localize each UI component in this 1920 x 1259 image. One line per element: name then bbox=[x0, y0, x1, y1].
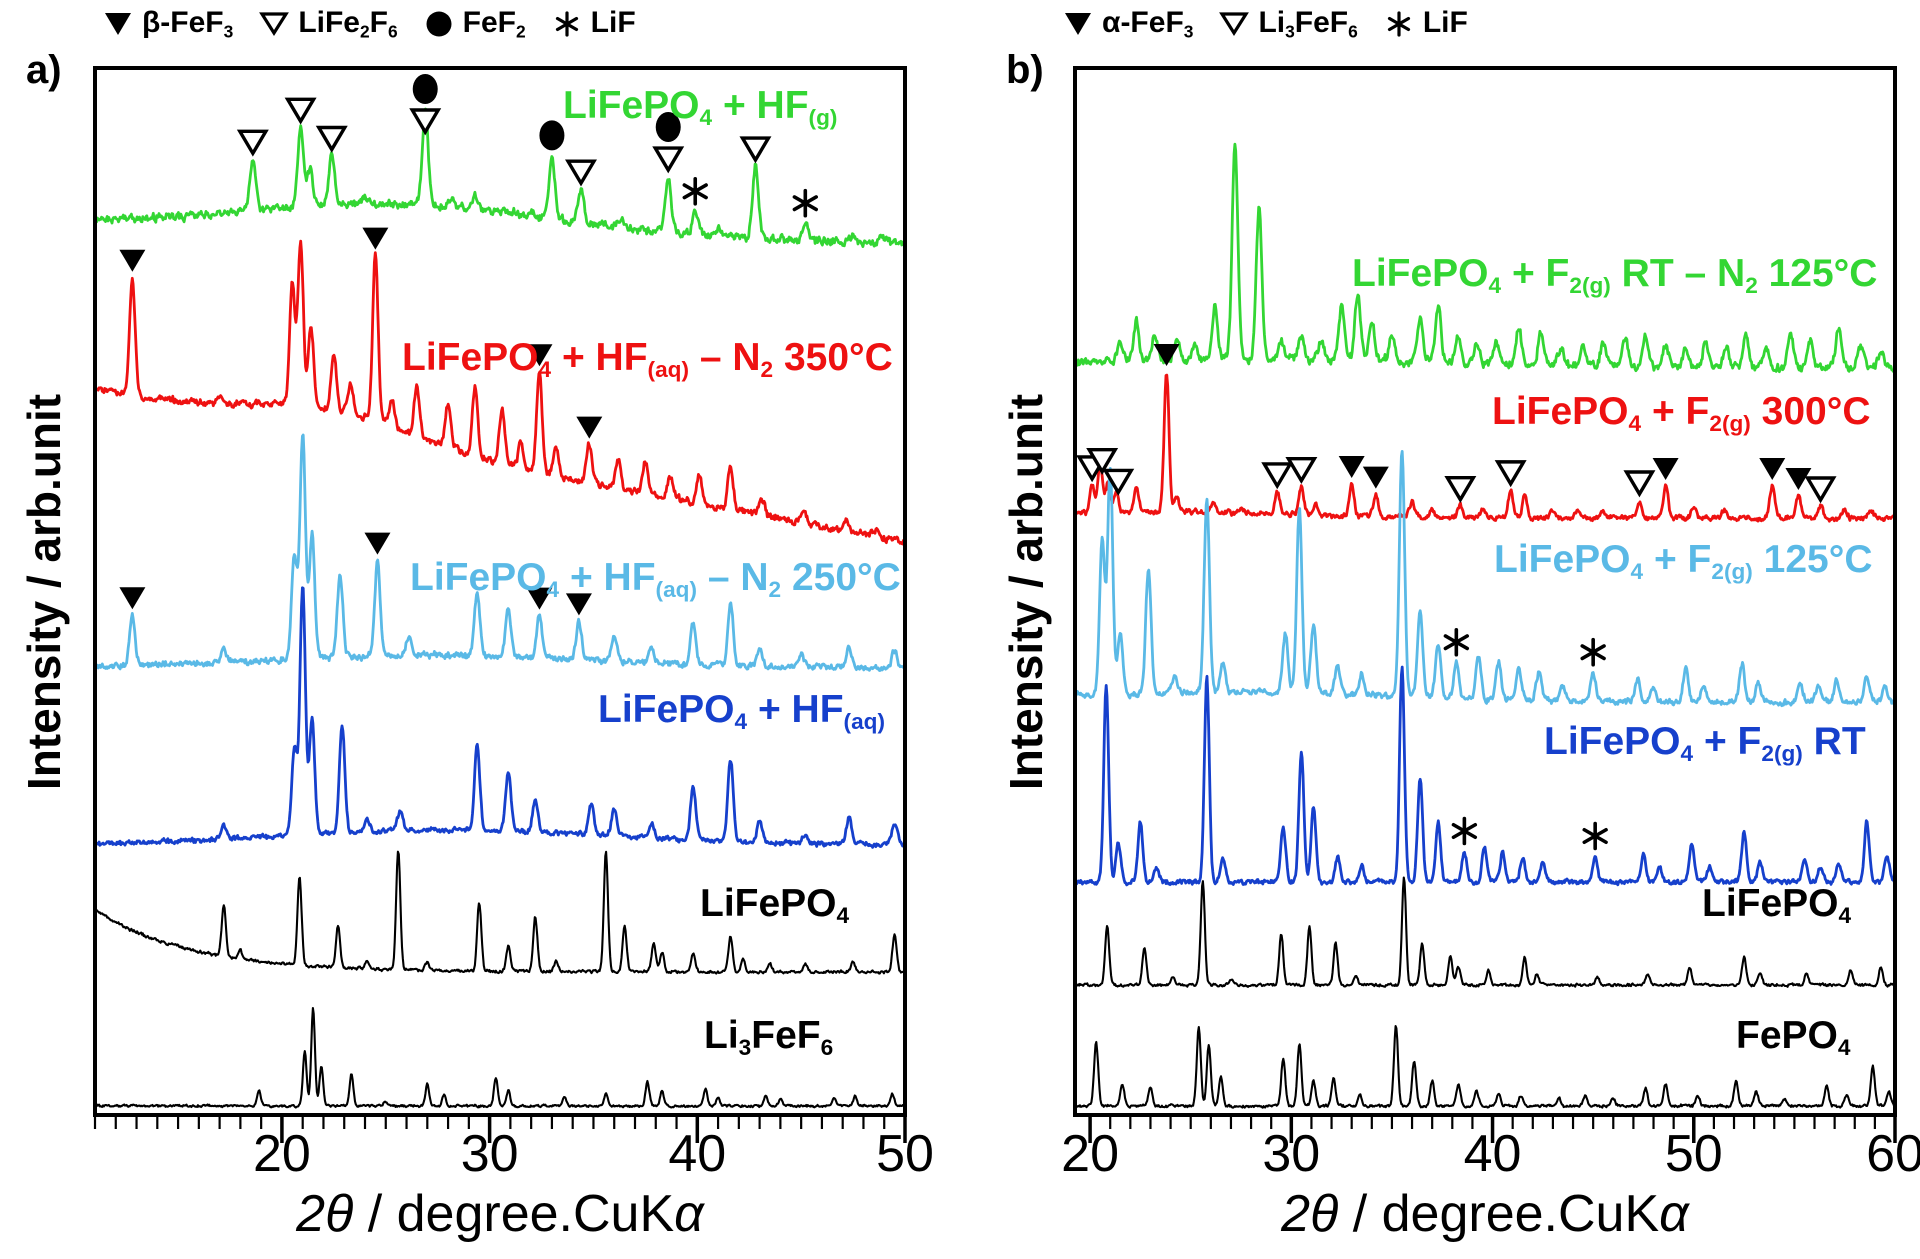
trace-fepo4-ref bbox=[1075, 1025, 1895, 1109]
filled-triangle-down-marker bbox=[526, 344, 553, 367]
asterisk-marker bbox=[1451, 816, 1478, 846]
trace-f2-rt-n2-125 bbox=[1075, 142, 1895, 374]
asterisk-marker bbox=[1582, 821, 1608, 851]
trace-f2-rt bbox=[1075, 665, 1895, 887]
filled-triangle-down-marker bbox=[565, 593, 592, 616]
filled-triangle-down-marker bbox=[1153, 344, 1180, 367]
traces-panel-b bbox=[1075, 142, 1895, 1109]
open-triangle-down-marker bbox=[739, 136, 772, 164]
open-triangle-down-marker bbox=[565, 159, 597, 187]
filled-triangle-down-marker bbox=[1362, 466, 1389, 489]
plot-border-a bbox=[93, 66, 907, 1117]
open-triangle-down-marker bbox=[1102, 468, 1135, 496]
filled-circle-marker bbox=[655, 112, 681, 143]
asterisk-marker bbox=[1580, 637, 1606, 667]
open-triangle-down-marker bbox=[409, 108, 442, 136]
open-triangle-down-marker bbox=[1804, 476, 1837, 504]
trace-hf-aq-n2-250 bbox=[95, 433, 905, 672]
filled-triangle-down-marker bbox=[119, 249, 146, 272]
filled-triangle-down-marker bbox=[1338, 456, 1365, 479]
open-triangle-down-marker bbox=[1623, 470, 1656, 498]
asterisk-marker bbox=[682, 176, 708, 206]
open-triangle-down-marker bbox=[284, 97, 317, 125]
traces-panel-a bbox=[95, 107, 905, 1109]
filled-triangle-down-marker bbox=[119, 587, 146, 610]
trace-hf-aq bbox=[95, 586, 905, 849]
open-triangle-down-marker bbox=[652, 146, 685, 174]
asterisk-marker bbox=[792, 188, 818, 218]
filled-triangle-down-marker bbox=[576, 416, 603, 439]
trace-f2-300 bbox=[1075, 373, 1895, 523]
open-triangle-down-marker bbox=[315, 125, 348, 153]
filled-triangle-down-marker bbox=[1759, 457, 1786, 480]
trace-hf-g bbox=[95, 107, 905, 248]
open-triangle-down-marker bbox=[1261, 462, 1294, 490]
filled-triangle-down-marker bbox=[1785, 468, 1812, 490]
filled-circle-marker bbox=[539, 120, 565, 151]
plot-border-b bbox=[1073, 66, 1897, 1117]
filled-triangle-down-marker bbox=[1652, 457, 1679, 480]
open-triangle-down-marker bbox=[1444, 475, 1477, 504]
trace-lifepo4-ref-a bbox=[95, 850, 905, 975]
open-triangle-down-marker bbox=[236, 129, 269, 157]
trace-f2-125 bbox=[1075, 450, 1895, 708]
filled-triangle-down-marker bbox=[362, 227, 389, 250]
filled-circle-marker bbox=[412, 74, 438, 104]
filled-triangle-down-marker bbox=[526, 587, 553, 610]
trace-li3fef6-ref bbox=[95, 1006, 905, 1109]
open-triangle-down-marker bbox=[1285, 456, 1318, 485]
trace-lifepo4-ref-b bbox=[1075, 876, 1895, 988]
open-triangle-down-marker bbox=[1494, 460, 1527, 488]
filled-triangle-down-marker bbox=[364, 532, 391, 555]
open-triangle-down-marker bbox=[1086, 447, 1119, 475]
trace-hf-aq-n2-350 bbox=[95, 239, 905, 546]
asterisk-marker bbox=[1443, 627, 1470, 657]
